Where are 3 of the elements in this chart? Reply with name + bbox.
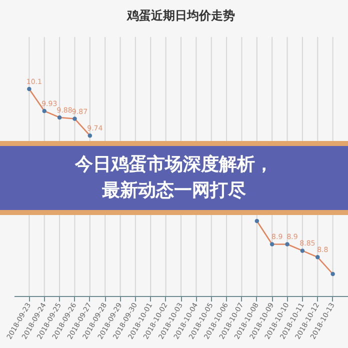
annotation: 今日鸡蛋市场深度解析，最新动态一网打尽 <box>74 153 274 203</box>
banner: 今日鸡蛋市场深度解析，最新动态一网打尽 <box>0 141 348 215</box>
chart-title: 鸡蛋近期日均价走势 <box>126 8 235 22</box>
